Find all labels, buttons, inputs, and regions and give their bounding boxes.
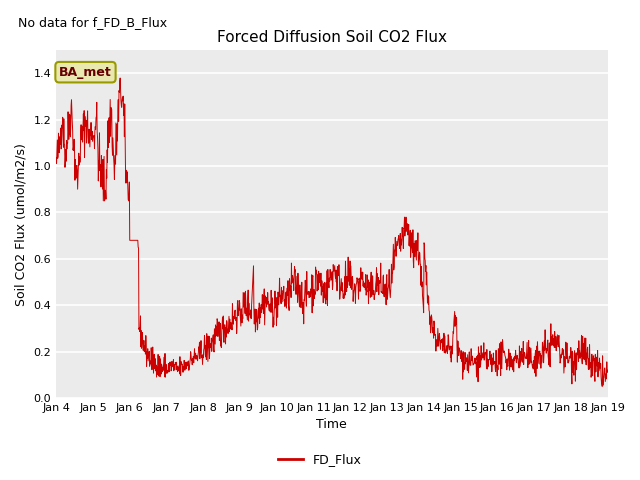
X-axis label: Time: Time [317, 419, 348, 432]
Text: No data for f_FD_B_Flux: No data for f_FD_B_Flux [17, 16, 166, 29]
Legend: FD_Flux: FD_Flux [273, 448, 367, 471]
Text: BA_met: BA_met [59, 66, 112, 79]
Title: Forced Diffusion Soil CO2 Flux: Forced Diffusion Soil CO2 Flux [217, 30, 447, 45]
Y-axis label: Soil CO2 Flux (umol/m2/s): Soil CO2 Flux (umol/m2/s) [15, 143, 28, 305]
